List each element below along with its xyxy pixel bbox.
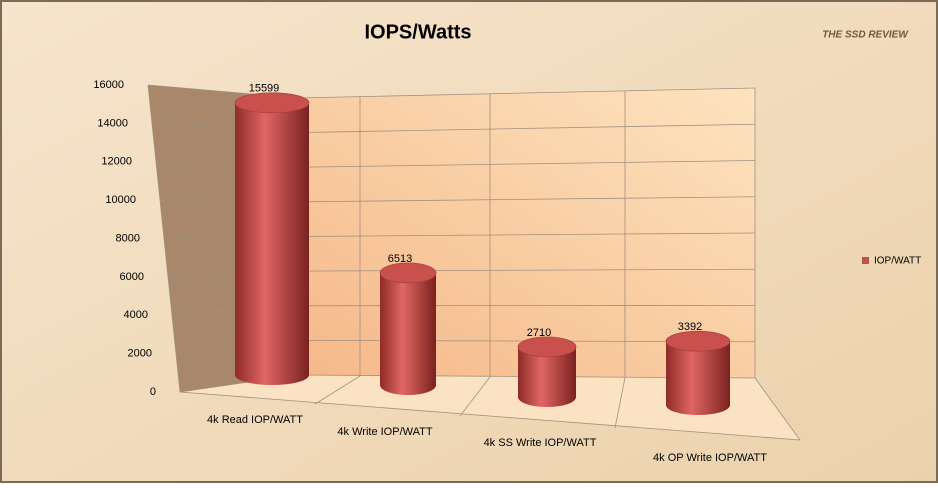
y-tick-label: 6000 [120, 271, 144, 283]
x-tick-label: 4k Read IOP/WATT [207, 414, 303, 426]
value-label: 2710 [527, 327, 551, 339]
bar-top [380, 263, 436, 283]
bar-top [235, 93, 309, 113]
y-tick-label: 2000 [128, 348, 152, 360]
bar-body [666, 341, 730, 415]
value-label: 3392 [678, 321, 702, 333]
bar-body [380, 273, 436, 395]
bar [235, 93, 309, 385]
y-tick-label: 0 [150, 386, 156, 398]
chart-title: IOPS/Watts [364, 21, 471, 43]
value-label: 15599 [249, 83, 280, 95]
bar-body [235, 103, 309, 385]
bar [518, 337, 576, 407]
y-tick-label: 12000 [101, 156, 132, 168]
x-tick-label: 4k SS Write IOP/WATT [484, 437, 597, 449]
y-tick-label: 16000 [93, 79, 124, 91]
x-tick-label: 4k OP Write IOP/WATT [653, 452, 767, 464]
bar-top [666, 331, 730, 351]
legend-swatch [862, 257, 869, 264]
logo: THE SSD REVIEW [822, 30, 909, 41]
value-label: 6513 [388, 253, 412, 265]
legend-label: IOP/WATT [874, 256, 921, 267]
bar-top [518, 337, 576, 357]
bar [380, 263, 436, 395]
x-tick-label: 4k Write IOP/WATT [337, 426, 432, 438]
y-tick-label: 14000 [97, 117, 128, 129]
bar [666, 331, 730, 415]
y-tick-label: 8000 [116, 232, 140, 244]
y-tick-label: 10000 [105, 194, 136, 206]
y-tick-label: 4000 [124, 309, 148, 321]
